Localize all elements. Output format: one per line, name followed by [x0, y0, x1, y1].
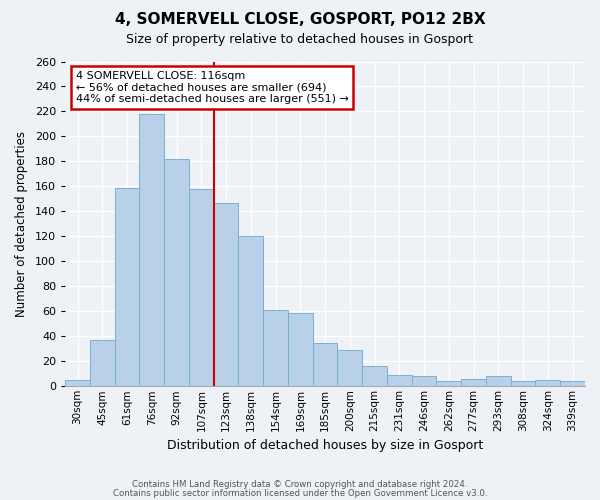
Bar: [115, 188, 139, 386]
Bar: [288, 312, 313, 386]
Bar: [387, 375, 412, 386]
Bar: [412, 376, 436, 386]
Text: Contains public sector information licensed under the Open Government Licence v3: Contains public sector information licen…: [113, 489, 487, 498]
Bar: [535, 380, 560, 386]
Bar: [461, 379, 486, 386]
Bar: [313, 342, 337, 386]
Bar: [436, 382, 461, 386]
Bar: [189, 189, 214, 386]
Y-axis label: Number of detached properties: Number of detached properties: [15, 131, 28, 317]
Bar: [511, 382, 535, 386]
Bar: [362, 366, 387, 386]
X-axis label: Distribution of detached houses by size in Gosport: Distribution of detached houses by size …: [167, 440, 483, 452]
Bar: [139, 114, 164, 386]
Text: 4, SOMERVELL CLOSE, GOSPORT, PO12 2BX: 4, SOMERVELL CLOSE, GOSPORT, PO12 2BX: [115, 12, 485, 28]
Bar: [164, 159, 189, 386]
Bar: [214, 202, 238, 386]
Bar: [486, 376, 511, 386]
Bar: [90, 340, 115, 386]
Text: Size of property relative to detached houses in Gosport: Size of property relative to detached ho…: [127, 32, 473, 46]
Bar: [560, 382, 585, 386]
Bar: [65, 380, 90, 386]
Text: Contains HM Land Registry data © Crown copyright and database right 2024.: Contains HM Land Registry data © Crown c…: [132, 480, 468, 489]
Bar: [238, 236, 263, 386]
Bar: [263, 310, 288, 386]
Bar: [337, 350, 362, 387]
Text: 4 SOMERVELL CLOSE: 116sqm
← 56% of detached houses are smaller (694)
44% of semi: 4 SOMERVELL CLOSE: 116sqm ← 56% of detac…: [76, 71, 349, 104]
